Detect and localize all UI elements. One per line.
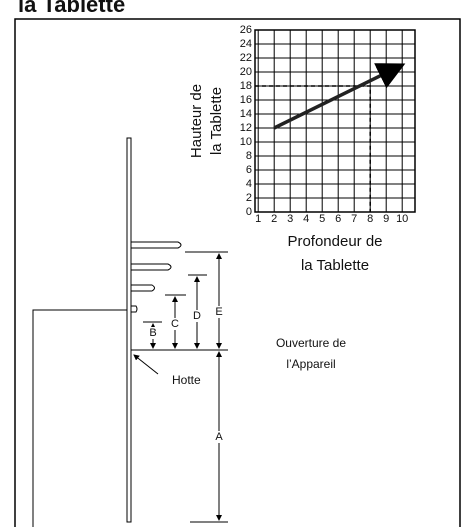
opening-label: l’Appareil bbox=[286, 357, 335, 371]
y-tick-label: 26 bbox=[240, 24, 252, 36]
x-tick-label: 9 bbox=[383, 213, 389, 225]
x-tick-label: 7 bbox=[351, 213, 357, 225]
y-tick-label: 24 bbox=[240, 38, 252, 50]
x-tick-label: 2 bbox=[271, 213, 277, 225]
y-tick-label: 20 bbox=[240, 66, 252, 78]
label-bg bbox=[148, 327, 158, 339]
y-tick-label: 8 bbox=[246, 150, 252, 162]
y-tick-label: 2 bbox=[246, 192, 252, 204]
x-tick-label: 4 bbox=[303, 213, 309, 225]
x-tick-label: 5 bbox=[319, 213, 325, 225]
opening-label: Ouverture de bbox=[276, 336, 346, 350]
dim-label: B bbox=[149, 327, 156, 339]
x-tick-label: 8 bbox=[367, 213, 373, 225]
title: la Tablette bbox=[18, 0, 125, 17]
y-tick-label: 12 bbox=[240, 122, 252, 134]
y-tick-label: 16 bbox=[240, 94, 252, 106]
y-tick-label: 10 bbox=[240, 136, 252, 148]
label-bg bbox=[214, 431, 224, 443]
x-axis-label: Profondeur de bbox=[287, 233, 382, 250]
line bbox=[273, 63, 406, 130]
shelf bbox=[131, 241, 182, 249]
plot-frame bbox=[254, 29, 416, 213]
x-tick-label: 10 bbox=[396, 213, 408, 225]
hood-arrow bbox=[133, 354, 159, 375]
y-tick-label: 6 bbox=[246, 164, 252, 176]
shelf bbox=[131, 305, 138, 313]
dim-label: D bbox=[193, 310, 201, 322]
y-axis-label: la Tablette bbox=[208, 87, 225, 155]
y-tick-label: 18 bbox=[240, 80, 252, 92]
x-tick-label: 3 bbox=[287, 213, 293, 225]
y-tick-label: 0 bbox=[246, 206, 252, 218]
dim-label: A bbox=[215, 431, 223, 443]
label-bg bbox=[214, 306, 224, 318]
label-bg bbox=[170, 318, 180, 330]
x-axis-label: la Tablette bbox=[301, 257, 369, 274]
hood-label: Hotte bbox=[172, 373, 201, 387]
shelf bbox=[131, 263, 172, 271]
x-tick-label: 6 bbox=[335, 213, 341, 225]
cabinet bbox=[32, 309, 127, 527]
guide-line bbox=[255, 85, 371, 212]
x-tick-label: 1 bbox=[255, 213, 261, 225]
y-tick-label: 22 bbox=[240, 52, 252, 64]
y-axis-label: Hauteur de bbox=[188, 84, 205, 158]
wall-board bbox=[126, 137, 132, 523]
y-tick-label: 14 bbox=[240, 108, 252, 120]
y-tick-label: 4 bbox=[246, 178, 252, 190]
dim-label: C bbox=[171, 318, 179, 330]
shelf bbox=[131, 284, 155, 292]
dim-label: E bbox=[215, 306, 222, 318]
frame bbox=[14, 18, 461, 527]
label-bg bbox=[192, 310, 202, 322]
